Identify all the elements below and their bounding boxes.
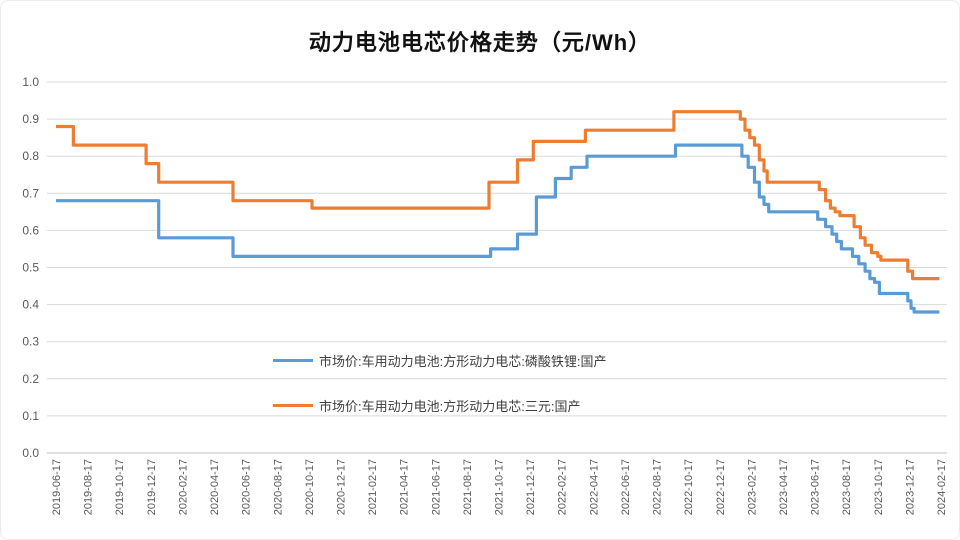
svg-text:2019-12-17: 2019-12-17 bbox=[146, 459, 158, 515]
svg-text:2023-10-17: 2023-10-17 bbox=[873, 459, 885, 515]
svg-text:2021-02-17: 2021-02-17 bbox=[367, 459, 379, 515]
svg-text:0.3: 0.3 bbox=[22, 335, 39, 349]
svg-text:2020-12-17: 2020-12-17 bbox=[335, 459, 347, 515]
svg-text:2022-08-17: 2022-08-17 bbox=[652, 459, 664, 515]
chart-legend: 市场价:车用动力电池:方形动力电芯:磷酸铁锂:国产 市场价:车用动力电池:方形动… bbox=[273, 352, 606, 442]
svg-text:2024-02-17: 2024-02-17 bbox=[936, 459, 948, 515]
svg-text:2020-08-17: 2020-08-17 bbox=[272, 459, 284, 515]
ternary-line-swatch-icon bbox=[273, 403, 313, 407]
svg-text:2022-12-17: 2022-12-17 bbox=[715, 459, 727, 515]
legend-item-lfp: 市场价:车用动力电池:方形动力电芯:磷酸铁锂:国产 bbox=[273, 352, 607, 369]
x-axis-labels: 2019-06-17 2019-08-17 2019-10-17 2019-12-17… bbox=[51, 459, 948, 515]
svg-text:0.4: 0.4 bbox=[22, 298, 39, 312]
svg-text:2023-06-17: 2023-06-17 bbox=[810, 459, 822, 515]
svg-text:2021-10-17: 2021-10-17 bbox=[494, 459, 506, 515]
svg-text:2022-06-17: 2022-06-17 bbox=[620, 459, 632, 515]
svg-text:2020-04-17: 2020-04-17 bbox=[209, 459, 221, 515]
svg-text:2023-02-17: 2023-02-17 bbox=[746, 459, 758, 515]
svg-text:0.6: 0.6 bbox=[22, 223, 39, 237]
series-line-1 bbox=[56, 110, 940, 281]
svg-text:2020-06-17: 2020-06-17 bbox=[241, 459, 253, 515]
legend-label-lfp: 市场价:车用动力电池:方形动力电芯:磷酸铁锂:国产 bbox=[319, 353, 607, 369]
lfp-line-swatch-icon bbox=[273, 358, 313, 362]
svg-text:0.0: 0.0 bbox=[22, 446, 39, 460]
legend-label-ternary: 市场价:车用动力电池:方形动力电芯:三元:国产 bbox=[319, 398, 581, 414]
svg-text:0.7: 0.7 bbox=[22, 186, 39, 200]
svg-text:2019-10-17: 2019-10-17 bbox=[114, 459, 126, 515]
svg-text:2023-04-17: 2023-04-17 bbox=[778, 459, 790, 515]
svg-text:2023-12-17: 2023-12-17 bbox=[904, 459, 916, 515]
svg-text:1.0: 1.0 bbox=[22, 75, 39, 89]
svg-text:2021-06-17: 2021-06-17 bbox=[430, 459, 442, 515]
svg-text:2021-04-17: 2021-04-17 bbox=[399, 459, 411, 515]
svg-text:0.8: 0.8 bbox=[22, 149, 39, 163]
svg-text:2019-06-17: 2019-06-17 bbox=[51, 459, 63, 515]
svg-text:0.5: 0.5 bbox=[22, 261, 39, 275]
svg-text:0.2: 0.2 bbox=[22, 372, 39, 386]
svg-text:0.1: 0.1 bbox=[22, 409, 39, 423]
svg-text:2022-02-17: 2022-02-17 bbox=[557, 459, 569, 515]
y-axis-labels: 0.0 0.1 0.2 0.3 0.4 0.5 0.6 0.7 0.8 0.9 1.0 bbox=[22, 75, 39, 460]
chart-title: 动力电池电芯价格走势（元/Wh） bbox=[308, 30, 652, 55]
gridlines bbox=[47, 81, 947, 454]
svg-text:2020-10-17: 2020-10-17 bbox=[304, 459, 316, 515]
svg-text:2023-08-17: 2023-08-17 bbox=[841, 459, 853, 515]
svg-text:2020-02-17: 2020-02-17 bbox=[177, 459, 189, 515]
svg-text:0.9: 0.9 bbox=[22, 112, 39, 126]
svg-text:2021-08-17: 2021-08-17 bbox=[462, 459, 474, 515]
svg-text:2022-04-17: 2022-04-17 bbox=[588, 459, 600, 515]
series-lines bbox=[56, 110, 940, 314]
svg-text:2022-10-17: 2022-10-17 bbox=[683, 459, 695, 515]
legend-item-ternary: 市场价:车用动力电池:方形动力电芯:三元:国产 bbox=[273, 397, 606, 414]
svg-text:2019-08-17: 2019-08-17 bbox=[83, 459, 95, 515]
svg-text:2021-12-17: 2021-12-17 bbox=[525, 459, 537, 515]
series-line-0 bbox=[56, 143, 940, 314]
